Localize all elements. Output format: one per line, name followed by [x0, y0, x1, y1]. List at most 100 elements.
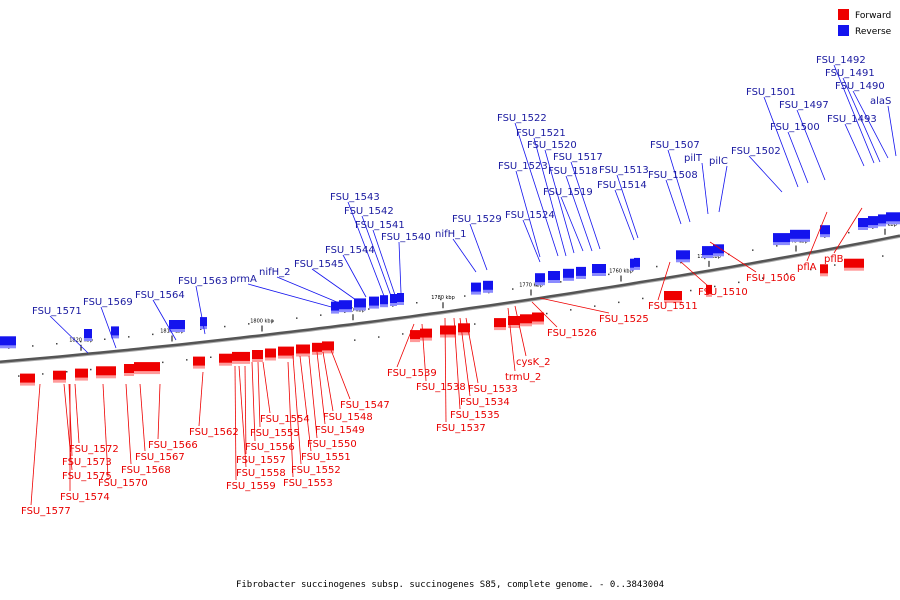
callout-line	[198, 371, 204, 427]
gene-label-fsu_1555: FSU_1555	[250, 428, 300, 439]
reverse-gene-block	[200, 317, 207, 329]
reverse-gene-block	[111, 326, 119, 338]
gene-label-fsu_1567: FSU_1567	[135, 452, 185, 463]
legend-reverse-swatch	[838, 25, 849, 36]
gene-shade	[440, 334, 456, 338]
gene-shade	[820, 273, 828, 277]
gene-label-fsu_1522: FSU_1522	[497, 113, 547, 124]
reverse-gene-block	[563, 268, 574, 280]
callout-line	[614, 189, 635, 241]
gene-label-fsu_1547: FSU_1547	[340, 400, 390, 411]
backbone-dot	[224, 325, 226, 328]
gene-label-fsu_1553: FSU_1553	[283, 478, 333, 489]
callout-line	[539, 297, 610, 314]
gene-label-fsu_1529: FSU_1529	[452, 214, 502, 225]
gene-label-fsu_1542: FSU_1542	[344, 206, 394, 217]
forward-gene-block	[508, 316, 520, 327]
callout-line	[833, 64, 875, 164]
backbone-dot	[536, 284, 538, 287]
tick-label: 1790 kbp	[341, 307, 365, 313]
gene-label-fsu_1540: FSU_1540	[381, 232, 431, 243]
gene-label-fsu_1533: FSU_1533	[468, 384, 518, 395]
tick-label: 1780 kbp	[431, 295, 455, 301]
gene-shade	[265, 357, 276, 361]
callout-line	[262, 361, 271, 414]
backbone-dot	[642, 297, 644, 300]
callout-line	[616, 174, 639, 239]
callout-line	[347, 201, 385, 297]
gene-shade	[634, 266, 640, 270]
gene-label-fsu_1569: FSU_1569	[83, 297, 133, 308]
callout-line	[565, 175, 593, 252]
gene-shade	[630, 267, 634, 271]
gene-shade	[868, 225, 878, 229]
gene-label-fsu_1517: FSU_1517	[553, 152, 603, 163]
gene-label-pilc: pilC	[709, 156, 728, 167]
backbone-dot	[210, 356, 212, 358]
gene-label-fsu_1552: FSU_1552	[291, 465, 341, 476]
callout-line	[533, 137, 567, 257]
gene-shade	[369, 305, 379, 309]
gene-label-fsu_1541: FSU_1541	[355, 220, 405, 231]
gene-label-fsu_1538: FSU_1538	[416, 382, 466, 393]
backbone-dot	[752, 249, 754, 251]
reverse-gene-block	[676, 250, 690, 262]
gene-label-fsu_1543: FSU_1543	[330, 192, 380, 203]
gene-shade	[773, 242, 790, 246]
gene-shade	[820, 234, 830, 238]
forward-gene-block	[219, 353, 232, 365]
gene-label-fsu_1544: FSU_1544	[325, 245, 375, 256]
gene-label-fsu_1535: FSU_1535	[450, 410, 500, 421]
callout-line	[852, 90, 889, 159]
forward-gene-block	[53, 370, 66, 382]
gene-label-fsu_1514: FSU_1514	[597, 180, 647, 191]
callout-line	[718, 165, 728, 213]
reverse-gene-block	[354, 298, 366, 310]
gene-label-fsu_1575: FSU_1575	[62, 471, 112, 482]
forward-gene-block	[296, 344, 310, 356]
callout-line	[398, 241, 402, 294]
callout-line	[796, 109, 826, 181]
forward-gene-block	[252, 350, 263, 361]
gene-label-fsu_1549: FSU_1549	[315, 425, 365, 436]
callout-line	[322, 351, 334, 412]
gene-blocks	[0, 212, 900, 386]
genome-caption: Fibrobacter succinogenes subsp. succinog…	[236, 580, 664, 590]
gene-label-fsu_1520: FSU_1520	[527, 140, 577, 151]
forward-gene-block	[20, 373, 35, 385]
callout-line	[299, 355, 312, 452]
reverse-gene-block	[369, 296, 379, 308]
legend-forward-swatch	[838, 9, 849, 20]
backbone-dot	[272, 320, 274, 322]
gene-label-fsu_1558: FSU_1558	[236, 468, 286, 479]
gene-label-fsu_1525: FSU_1525	[599, 314, 649, 325]
forward-gene-block	[420, 328, 432, 340]
reverse-gene-block	[630, 258, 634, 270]
gene-label-fsu_1492: FSU_1492	[816, 55, 866, 66]
gene-label-fsu_1524: FSU_1524	[505, 210, 555, 221]
callout-line	[247, 283, 336, 309]
callout-line	[238, 365, 247, 468]
reverse-gene-block	[380, 295, 388, 307]
callout-line	[570, 161, 601, 250]
backbone-dot	[296, 317, 298, 319]
callout-line	[833, 207, 863, 254]
callout-line	[311, 268, 357, 301]
tick-label: 1770 kbp	[519, 283, 543, 289]
callout-line	[657, 261, 671, 301]
reverse-gene-block	[886, 212, 900, 224]
callout-line	[102, 383, 109, 478]
callout-line	[49, 315, 89, 354]
gene-shade	[713, 253, 724, 257]
gene-label-prma: prmA	[230, 274, 257, 285]
gene-shade	[706, 293, 712, 297]
callout-line	[763, 96, 799, 188]
gene-labels: FSU_1577 FSU_1575 FSU_1574 FSU_1573 FSU_1572…	[21, 55, 891, 517]
gene-label-nifh_2: nifH_2	[259, 267, 291, 278]
callout-line	[100, 306, 117, 349]
backbone-dot	[128, 336, 130, 338]
gene-shade	[252, 359, 263, 362]
reverse-gene-block	[790, 229, 810, 241]
gene-label-fsu_1572: FSU_1572	[69, 444, 119, 455]
